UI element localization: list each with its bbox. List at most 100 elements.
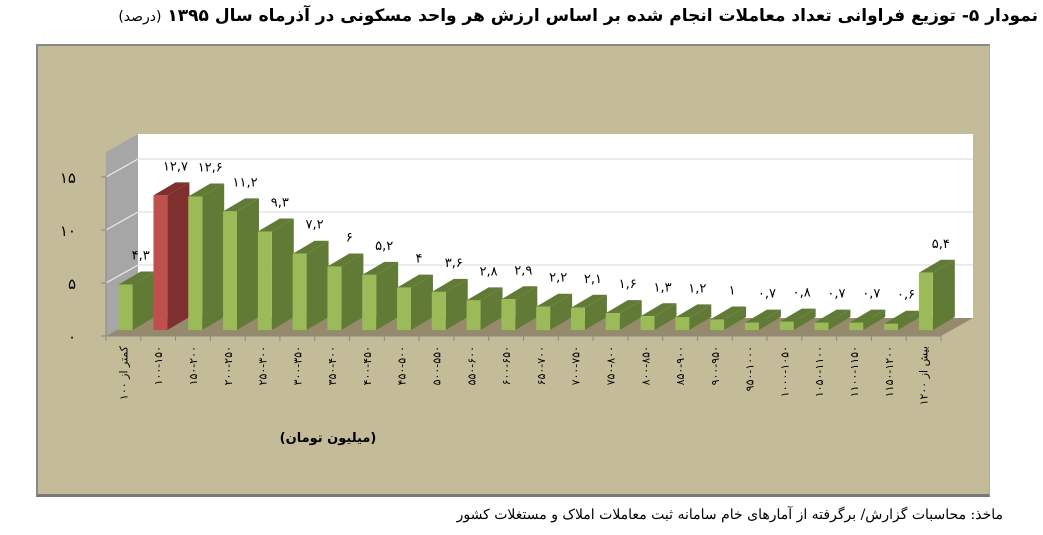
- bar-side: [863, 309, 886, 331]
- data-label: ۱: [729, 283, 736, 298]
- data-label: ۲,۹: [514, 263, 532, 278]
- bar-top: [918, 259, 955, 273]
- bar-side: [793, 308, 816, 331]
- bar-top: [188, 183, 225, 197]
- bar-side: [236, 198, 259, 331]
- bar-top: [536, 293, 573, 307]
- bar-front: [710, 319, 725, 331]
- data-label: ۰,۷: [862, 287, 880, 302]
- category-label: ۷۵۰-۸۰۰: [604, 346, 617, 385]
- category-label: ۱۰۵۰-۱۱۰۰: [813, 346, 826, 397]
- category-label: ۱۰۰-۱۵۰: [152, 346, 165, 385]
- category-label: ۱۱۵۰-۱۲۰۰: [883, 346, 896, 397]
- bar-top: [257, 218, 294, 232]
- bar-top: [640, 303, 677, 317]
- bar-front: [605, 313, 620, 331]
- data-label: ۱۲,۷: [163, 159, 188, 174]
- data-label: ۹,۳: [271, 195, 289, 210]
- category-label: ۱۱۰۰-۱۱۵۰: [848, 346, 861, 397]
- bar-side: [445, 278, 468, 331]
- bar-side: [132, 271, 155, 331]
- y-tick-label: ۵: [68, 275, 76, 293]
- data-label: ۵,۲: [375, 239, 393, 254]
- category-label: ۷۰۰-۷۵۰: [570, 346, 583, 385]
- bar-top: [570, 294, 607, 308]
- bar-side: [410, 274, 433, 331]
- data-label: ۰,۷: [827, 287, 845, 302]
- bar-top: [814, 309, 851, 323]
- category-label: ۵۰۰-۵۵۰: [431, 346, 444, 385]
- bar-front: [327, 266, 342, 331]
- bar-front: [466, 300, 481, 331]
- data-label: ۴,۳: [132, 248, 150, 263]
- data-label: ۲,۱: [584, 272, 602, 287]
- bar-front: [640, 316, 655, 331]
- bar-side: [724, 306, 747, 331]
- chart-title: نمودار ۵- توزیع فراوانی تعداد معاملات ان…: [0, 6, 1038, 26]
- bar-side: [619, 300, 642, 331]
- bar-front: [675, 317, 690, 331]
- bar-top: [779, 308, 816, 322]
- bar-top: [397, 274, 433, 288]
- bar-side: [932, 259, 955, 331]
- bar-top: [153, 182, 190, 196]
- data-label: ۲,۲: [549, 271, 567, 286]
- data-label: ۰,۸: [793, 286, 811, 301]
- data-label: ۰,۷: [758, 287, 776, 302]
- side-gridline: [105, 158, 139, 178]
- data-label: ۱,۲: [688, 281, 706, 296]
- data-label: ۱۲,۶: [198, 160, 223, 175]
- bar-front: [884, 323, 899, 331]
- category-label: ۹۵۰-۱۰۰۰: [744, 346, 757, 391]
- bar-front: [292, 253, 307, 331]
- bar-side: [689, 304, 712, 331]
- chart-frame: ۰ ۵ ۱۰ ۱۵ ۴,۳ کمتر از ۱۰۰ ۱۲,۷ ۱۰۰-۱۵۰ ۱۲,۶ ۱۵۰-۲…: [36, 44, 990, 497]
- bar-top: [362, 261, 399, 275]
- data-label: ۳,۶: [445, 256, 463, 271]
- category-label: ۸۵۰-۹۰۰: [674, 346, 687, 385]
- bar-top: [118, 271, 155, 285]
- bar-top: [431, 278, 468, 292]
- bar-side: [898, 310, 921, 331]
- y-tick-label: ۱۵: [60, 169, 76, 187]
- bar-front: [397, 287, 411, 331]
- bar-side: [341, 253, 364, 331]
- category-label: ۲۰۰-۲۵۰: [222, 346, 235, 385]
- bar-front: [536, 306, 551, 331]
- category-label: ۳۰۰-۳۵۰: [291, 346, 304, 385]
- chart-title-unit: (درصد): [118, 9, 162, 25]
- bar-side: [306, 240, 329, 331]
- bar-front: [431, 291, 446, 331]
- bar-top: [884, 310, 921, 324]
- category-label: بیش از ۱۲۰۰: [918, 346, 931, 405]
- bar-side: [515, 286, 538, 331]
- bar-side: [654, 303, 677, 331]
- category-label: ۲۵۰-۳۰۰: [257, 346, 270, 385]
- category-label: ۶۰۰-۶۵۰: [500, 346, 513, 385]
- bar-side: [271, 218, 294, 331]
- category-label: ۳۵۰-۴۰۰: [326, 346, 339, 385]
- side-gridline: [105, 264, 139, 284]
- bar-front: [501, 299, 516, 331]
- source-note: ماخذ: محاسبات گزارش/ برگرفته از آمارهای …: [456, 507, 1003, 523]
- x-axis-title: (میلیون تومان): [280, 431, 377, 446]
- bar-front: [153, 195, 168, 331]
- bar-side: [202, 183, 225, 331]
- category-label: ۵۵۰-۶۰۰: [465, 346, 478, 385]
- bar-side: [167, 182, 190, 331]
- category-label: ۸۰۰-۸۵۰: [639, 346, 652, 385]
- bar-front: [918, 272, 933, 331]
- data-label: ۰,۶: [897, 288, 915, 303]
- bar-front: [257, 231, 272, 331]
- bar-front: [118, 284, 133, 331]
- bar-top: [744, 309, 781, 323]
- bar-front: [188, 196, 203, 331]
- bar-front: [570, 307, 585, 331]
- bar-top: [292, 240, 329, 254]
- bar-side: [550, 293, 573, 331]
- category-label: ۱۰۰۰-۱۰۵۰: [778, 346, 791, 397]
- bar-front: [744, 322, 759, 331]
- bar-side: [584, 294, 607, 331]
- data-label: ۷,۲: [306, 218, 324, 233]
- bar-top: [675, 304, 712, 318]
